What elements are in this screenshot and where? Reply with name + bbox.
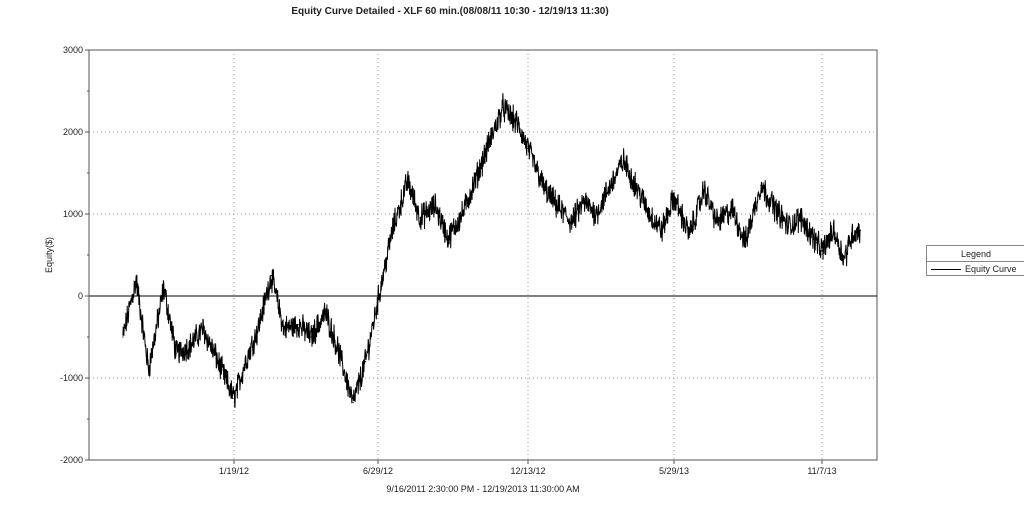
equity-point	[843, 258, 845, 260]
equity-point	[815, 242, 818, 244]
equity-point	[703, 188, 705, 190]
equity-point	[365, 361, 367, 363]
x-tick-label: 6/29/12	[363, 466, 393, 476]
x-tick-label: 1/19/12	[219, 466, 249, 476]
equity-point	[175, 352, 177, 354]
equity-point	[245, 361, 247, 363]
equity-point	[744, 242, 746, 244]
equity-point	[461, 213, 463, 215]
equity-point	[189, 344, 191, 346]
plot-frame	[88, 49, 878, 461]
equity-point	[622, 160, 624, 162]
equity-point	[731, 209, 734, 211]
equity-point	[544, 188, 546, 190]
equity-point	[583, 201, 585, 203]
equity-curve-line	[122, 93, 861, 408]
equity-point	[298, 324, 300, 326]
y-tick-label: -2000	[60, 455, 83, 465]
x-axis-label: 9/16/2011 2:30:00 PM - 12/19/2013 11:30:…	[386, 484, 579, 494]
equity-point	[661, 229, 663, 231]
equity-point	[833, 229, 835, 231]
equity-point	[607, 188, 610, 190]
equity-point	[773, 205, 775, 207]
equity-point	[821, 250, 823, 252]
equity-point	[634, 184, 637, 186]
x-tick-label: 12/13/12	[510, 466, 545, 476]
equity-point	[527, 147, 529, 149]
equity-point	[163, 287, 165, 289]
x-tick-label: 5/29/13	[659, 466, 689, 476]
equity-point	[556, 205, 558, 207]
equity-point	[407, 180, 409, 182]
equity-point	[447, 238, 449, 240]
equity-point	[202, 328, 204, 330]
equity-point	[377, 299, 379, 301]
legend-divider	[927, 261, 1024, 262]
equity-point	[673, 197, 675, 199]
equity-point	[760, 184, 762, 186]
equity-point	[716, 221, 718, 223]
equity-point	[135, 279, 137, 281]
y-tick-label: 0	[78, 291, 83, 301]
legend-title: Legend	[960, 249, 992, 259]
equity-point	[434, 205, 437, 207]
legend-swatch	[931, 269, 961, 270]
equity-point	[800, 217, 802, 219]
y-tick-label: -1000	[60, 373, 83, 383]
y-tick-label: 1000	[63, 209, 83, 219]
equity-point	[859, 229, 862, 231]
equity-point	[337, 348, 339, 350]
x-tick-label: 11/7/13	[807, 466, 836, 476]
equity-point	[325, 311, 327, 313]
equity-point	[257, 328, 259, 330]
equity-point	[148, 369, 150, 371]
equity-point	[851, 233, 853, 236]
y-tick-label: 3000	[63, 45, 83, 55]
equity-point	[648, 213, 651, 215]
equity-point	[787, 225, 789, 227]
equity-point	[474, 180, 476, 182]
legend: Legend Equity Curve	[926, 245, 1024, 276]
y-axis-label: Equity($)	[44, 237, 54, 273]
equity-point	[516, 123, 518, 125]
legend-entry-equity-curve: Equity Curve	[965, 264, 1017, 274]
equity-point	[391, 229, 393, 231]
equity-point	[419, 217, 421, 219]
equity-point	[122, 336, 124, 338]
equity-point	[595, 213, 597, 215]
y-tick-label: 2000	[63, 127, 83, 137]
chart-title: Equity Curve Detailed - XLF 60 min.(08/0…	[291, 6, 609, 17]
equity-point	[571, 221, 573, 223]
equity-point	[217, 361, 219, 363]
equity-point	[270, 274, 272, 277]
equity-point	[352, 402, 354, 404]
equity-point	[233, 397, 235, 400]
equity-point	[489, 139, 491, 141]
equity-point	[502, 106, 504, 108]
equity-point	[283, 328, 285, 330]
equity-point	[310, 336, 312, 338]
equity-point	[688, 233, 691, 236]
